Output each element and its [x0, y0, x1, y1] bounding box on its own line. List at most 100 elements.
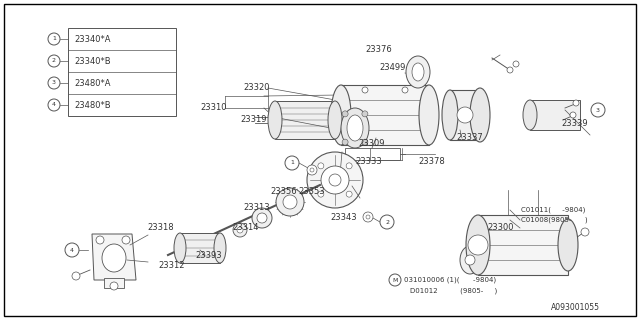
Text: 23378: 23378 — [418, 157, 445, 166]
Ellipse shape — [419, 85, 439, 145]
Text: 3: 3 — [596, 108, 600, 113]
Circle shape — [110, 282, 118, 290]
Circle shape — [122, 236, 130, 244]
Text: 23309: 23309 — [358, 139, 385, 148]
Bar — [478, 215, 568, 275]
Circle shape — [362, 139, 368, 145]
Bar — [68, 28, 176, 116]
Text: 23313: 23313 — [243, 203, 269, 212]
Circle shape — [346, 191, 352, 197]
Text: 23393: 23393 — [195, 251, 221, 260]
Ellipse shape — [331, 85, 351, 145]
Ellipse shape — [558, 219, 578, 271]
Text: 4: 4 — [70, 247, 74, 252]
Text: 23499: 23499 — [380, 63, 406, 73]
Circle shape — [581, 228, 589, 236]
Text: 23319: 23319 — [240, 116, 266, 124]
Circle shape — [276, 188, 304, 216]
Text: 23337: 23337 — [456, 133, 483, 142]
Bar — [180, 233, 220, 263]
Text: 23480*A: 23480*A — [74, 78, 111, 87]
Circle shape — [318, 163, 324, 169]
Bar — [104, 278, 124, 288]
Text: D01012          (9805-     ): D01012 (9805- ) — [410, 288, 497, 294]
Ellipse shape — [347, 115, 363, 141]
Bar — [345, 148, 400, 160]
Text: 23314: 23314 — [232, 223, 259, 233]
Ellipse shape — [523, 100, 537, 130]
Text: 1: 1 — [52, 36, 56, 42]
Circle shape — [307, 152, 363, 208]
Ellipse shape — [406, 56, 430, 88]
Circle shape — [465, 255, 475, 265]
Circle shape — [318, 191, 324, 197]
Text: 23318: 23318 — [147, 223, 173, 233]
Text: 23310: 23310 — [200, 103, 227, 113]
Circle shape — [72, 272, 80, 280]
Text: 23333: 23333 — [355, 157, 381, 166]
Circle shape — [48, 99, 60, 111]
Text: 23356: 23356 — [270, 188, 296, 196]
Text: 23353: 23353 — [298, 188, 324, 196]
Bar — [341, 85, 429, 145]
Text: 23376: 23376 — [365, 45, 392, 54]
Text: 23339: 23339 — [561, 118, 588, 127]
Circle shape — [346, 163, 352, 169]
Text: 4: 4 — [52, 102, 56, 108]
Circle shape — [457, 107, 473, 123]
Text: 1: 1 — [290, 161, 294, 165]
Text: 23340*B: 23340*B — [74, 57, 111, 66]
Text: 23320: 23320 — [243, 84, 269, 92]
Text: 3: 3 — [52, 81, 56, 85]
Bar — [530, 100, 580, 130]
Text: 23340*A: 23340*A — [74, 35, 111, 44]
Ellipse shape — [460, 246, 480, 274]
Text: 23343: 23343 — [330, 213, 356, 222]
Circle shape — [342, 139, 348, 145]
Circle shape — [285, 156, 299, 170]
Circle shape — [402, 87, 408, 93]
Text: 23480*B: 23480*B — [74, 100, 111, 109]
Circle shape — [233, 223, 247, 237]
Circle shape — [342, 111, 348, 117]
Polygon shape — [92, 234, 136, 280]
Text: 031010006 (1)(      -9804): 031010006 (1)( -9804) — [404, 277, 496, 283]
Ellipse shape — [470, 88, 490, 142]
Circle shape — [363, 212, 373, 222]
Text: 23300: 23300 — [487, 223, 513, 233]
Text: 2: 2 — [385, 220, 389, 225]
Circle shape — [257, 213, 267, 223]
Ellipse shape — [214, 233, 226, 263]
Circle shape — [48, 77, 60, 89]
Circle shape — [591, 103, 605, 117]
Circle shape — [329, 174, 341, 186]
Circle shape — [362, 111, 368, 117]
Circle shape — [310, 168, 314, 172]
Ellipse shape — [328, 101, 342, 139]
Text: M: M — [392, 277, 397, 283]
Circle shape — [48, 33, 60, 45]
Ellipse shape — [102, 244, 126, 272]
Ellipse shape — [466, 215, 490, 275]
Ellipse shape — [174, 233, 186, 263]
Ellipse shape — [268, 101, 282, 139]
Circle shape — [65, 243, 79, 257]
Ellipse shape — [442, 90, 458, 140]
Circle shape — [237, 227, 243, 233]
Circle shape — [468, 235, 488, 255]
Circle shape — [570, 112, 576, 118]
Circle shape — [389, 274, 401, 286]
Ellipse shape — [341, 108, 369, 148]
Circle shape — [307, 165, 317, 175]
Circle shape — [252, 208, 272, 228]
Ellipse shape — [412, 63, 424, 81]
Circle shape — [380, 215, 394, 229]
Circle shape — [573, 100, 579, 106]
Circle shape — [48, 55, 60, 67]
Circle shape — [507, 67, 513, 73]
Circle shape — [283, 195, 297, 209]
Bar — [450, 90, 480, 140]
Circle shape — [96, 236, 104, 244]
Circle shape — [366, 215, 370, 219]
Circle shape — [362, 87, 368, 93]
